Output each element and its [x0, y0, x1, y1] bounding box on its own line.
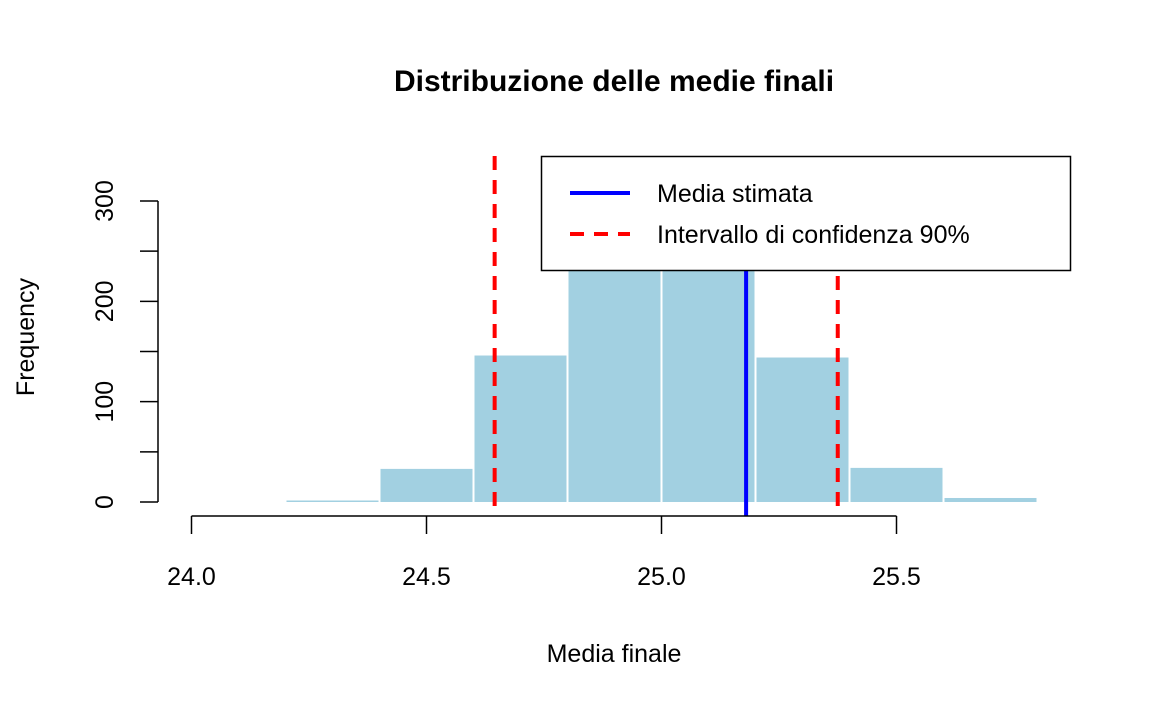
y-tick-label: 0: [91, 495, 119, 509]
legend-label: Intervallo di confidenza 90%: [657, 221, 970, 249]
histogram-bar: [380, 468, 473, 502]
legend-label: Media stimata: [657, 180, 813, 208]
histogram-bar: [944, 497, 1037, 502]
legend-box: [540, 155, 1072, 272]
chart-title: Distribuzione delle medie finali: [394, 65, 834, 98]
histogram-bar: [850, 467, 943, 502]
y-tick-label: 100: [91, 381, 119, 423]
histogram-bar: [756, 357, 849, 502]
x-tick-label: 25.5: [872, 563, 921, 591]
x-tick-label: 25.0: [637, 563, 686, 591]
histogram-bar: [286, 500, 379, 502]
x-tick-label: 24.5: [402, 563, 451, 591]
x-axis-title: Media finale: [547, 640, 682, 668]
y-axis-title: Frequency: [12, 277, 40, 396]
histogram-bar: [474, 355, 567, 502]
x-axis: 24.0 24.5 25.0 25.5: [167, 515, 921, 591]
x-tick-label: 24.0: [167, 563, 216, 591]
y-axis: 0 100 200 300: [91, 180, 159, 509]
legend: Media stimata Intervallo di confidenza 90…: [540, 155, 1072, 272]
histogram-bars: [286, 180, 1037, 502]
y-tick-label: 200: [91, 280, 119, 322]
y-tick-label: 300: [91, 180, 119, 222]
